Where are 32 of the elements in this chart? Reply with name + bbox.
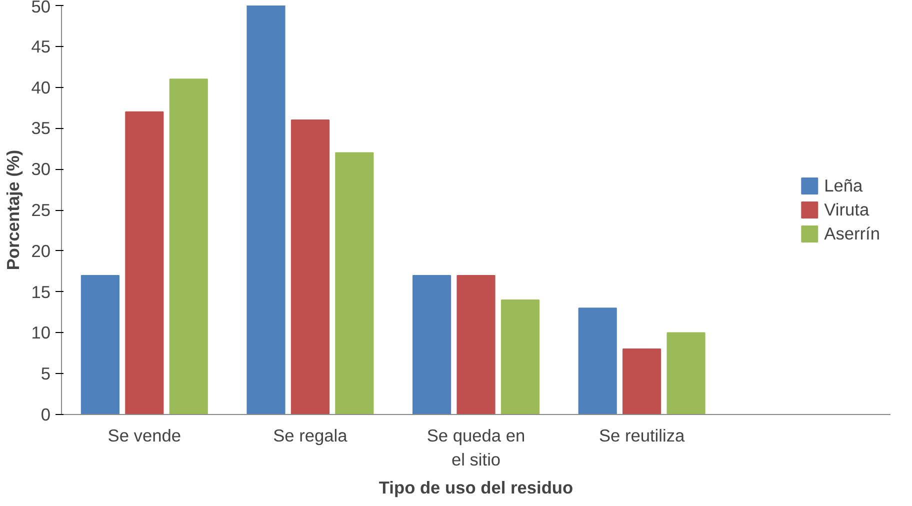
y-tick-label: 0: [40, 404, 51, 424]
y-tick-label: 50: [31, 0, 51, 16]
y-tick-label: 40: [31, 77, 51, 98]
legend-label: Aserrín: [824, 223, 880, 244]
x-tick-label: Se queda en el sitio: [426, 426, 526, 470]
y-axis-title: Porcentaje (%): [3, 150, 24, 270]
x-axis-title: Tipo de uso del residuo: [378, 478, 574, 498]
legend-label: Leña: [824, 175, 863, 196]
bar: [500, 299, 540, 414]
bar: [246, 6, 286, 414]
bar: [456, 274, 496, 414]
bar: [666, 332, 706, 414]
y-tick-label: 15: [31, 282, 51, 302]
bar: [622, 348, 662, 414]
x-tick-label: Se reutiliza: [598, 426, 686, 446]
legend-label: Viruta: [824, 199, 870, 220]
y-tick-label: 10: [31, 322, 51, 343]
bar: [169, 78, 208, 414]
bar: [125, 111, 164, 414]
y-tick-label: 35: [31, 118, 51, 138]
y-tick-label: 45: [31, 36, 51, 56]
x-tick-label: Se regala: [273, 426, 348, 446]
y-tick-label: 5: [40, 364, 51, 384]
y-tick-label: 20: [31, 240, 51, 261]
bar: [412, 274, 452, 414]
bar: [80, 274, 120, 414]
x-tick-label: Se vende: [108, 426, 182, 446]
y-tick-label: 30: [31, 159, 51, 180]
bar: [290, 120, 330, 414]
y-tick-label: 25: [31, 200, 51, 220]
bar: [335, 152, 374, 414]
bar: [578, 308, 617, 414]
